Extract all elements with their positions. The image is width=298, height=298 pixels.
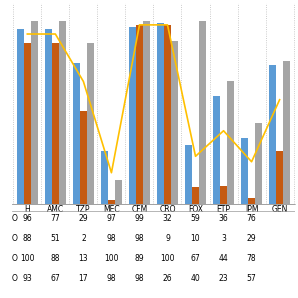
Bar xyxy=(108,200,115,204)
Bar xyxy=(157,23,164,204)
Bar xyxy=(17,29,24,204)
Text: 99: 99 xyxy=(135,214,144,223)
Bar xyxy=(87,43,94,204)
Bar xyxy=(269,65,276,204)
Text: 57: 57 xyxy=(247,274,257,283)
Text: 88: 88 xyxy=(51,254,60,263)
Text: 26: 26 xyxy=(163,274,172,283)
Text: 100: 100 xyxy=(104,254,119,263)
Text: 29: 29 xyxy=(247,234,256,243)
Text: 3: 3 xyxy=(221,234,226,243)
Bar xyxy=(129,27,136,204)
Bar xyxy=(248,198,255,204)
Bar xyxy=(164,25,171,204)
Bar xyxy=(59,21,66,204)
Text: 51: 51 xyxy=(51,234,60,243)
Text: 9: 9 xyxy=(165,234,170,243)
Text: O: O xyxy=(12,274,18,283)
Text: O: O xyxy=(12,234,18,243)
Bar xyxy=(241,138,248,204)
Bar xyxy=(101,151,108,204)
Text: 100: 100 xyxy=(20,254,35,263)
Bar xyxy=(24,43,31,204)
Bar xyxy=(276,151,283,204)
Bar xyxy=(192,187,199,204)
Text: 67: 67 xyxy=(50,274,60,283)
Text: O: O xyxy=(12,214,18,223)
Text: 29: 29 xyxy=(79,214,88,223)
Bar xyxy=(80,111,87,204)
Bar xyxy=(213,96,220,204)
Text: 17: 17 xyxy=(79,274,88,283)
Bar xyxy=(115,180,122,204)
Bar xyxy=(136,25,143,204)
Bar xyxy=(255,123,262,204)
Text: 59: 59 xyxy=(191,214,200,223)
Text: 97: 97 xyxy=(107,214,116,223)
Text: 36: 36 xyxy=(219,214,229,223)
Text: 2: 2 xyxy=(81,234,86,243)
Text: 98: 98 xyxy=(135,234,144,243)
Text: 32: 32 xyxy=(163,214,172,223)
Bar xyxy=(73,63,80,204)
Text: 40: 40 xyxy=(191,274,200,283)
Text: 67: 67 xyxy=(191,254,200,263)
Text: 78: 78 xyxy=(247,254,256,263)
Bar xyxy=(31,21,38,204)
Text: 44: 44 xyxy=(219,254,229,263)
Text: 89: 89 xyxy=(135,254,144,263)
Bar xyxy=(283,61,290,204)
Text: 10: 10 xyxy=(191,234,200,243)
Bar xyxy=(199,21,206,204)
Text: 13: 13 xyxy=(79,254,88,263)
Text: 76: 76 xyxy=(247,214,257,223)
Text: 93: 93 xyxy=(22,274,32,283)
Text: 100: 100 xyxy=(160,254,175,263)
Bar xyxy=(143,21,150,204)
Text: 98: 98 xyxy=(135,274,144,283)
Bar xyxy=(227,81,234,204)
Bar xyxy=(220,185,227,204)
Text: 77: 77 xyxy=(50,214,60,223)
Bar xyxy=(52,43,59,204)
Text: 88: 88 xyxy=(23,234,32,243)
Text: 23: 23 xyxy=(219,274,228,283)
Text: 98: 98 xyxy=(107,274,116,283)
Bar xyxy=(45,29,52,204)
Text: 96: 96 xyxy=(22,214,32,223)
Bar xyxy=(171,41,178,204)
Text: 98: 98 xyxy=(107,234,116,243)
Bar xyxy=(185,145,192,204)
Text: O: O xyxy=(12,254,18,263)
